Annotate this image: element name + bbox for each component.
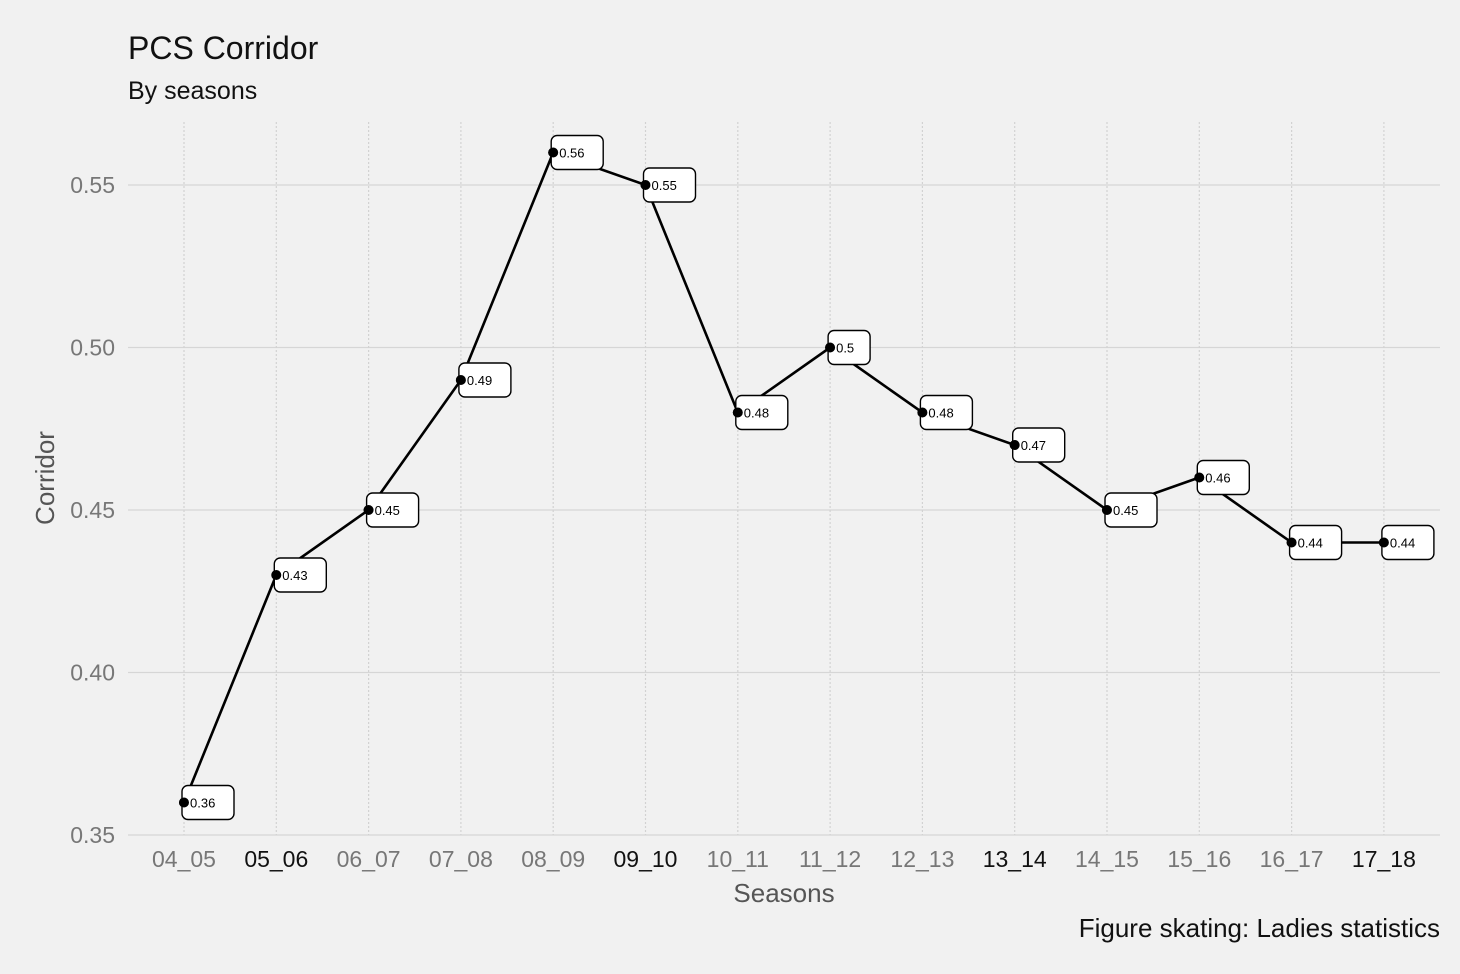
data-label: 0.49 (455, 362, 512, 398)
x-tick-label: 13_14 (983, 846, 1047, 872)
data-label-text: 0.36 (190, 796, 215, 811)
x-tick-label: 16_17 (1260, 846, 1324, 872)
x-tick-label: 11_12 (799, 846, 861, 872)
data-label: 0.44 (1378, 524, 1435, 561)
x-tick-label: 06_07 (337, 846, 401, 872)
y-tick-label: 0.50 (70, 335, 115, 361)
data-point-marker (363, 505, 374, 515)
y-tick-label: 0.35 (70, 822, 115, 848)
data-label-text: 0.49 (467, 373, 492, 388)
data-label: 0.46 (1194, 459, 1251, 496)
data-label-text: 0.47 (1021, 438, 1046, 453)
data-label: 0.48 (732, 394, 789, 431)
data-label: 0.48 (917, 394, 974, 431)
data-point-marker (1286, 537, 1297, 548)
x-tick-label: 08_09 (521, 846, 585, 872)
data-label-text: 0.43 (282, 568, 307, 583)
x-tick-label: 09_10 (614, 846, 678, 872)
data-label-text: 0.45 (375, 503, 400, 518)
x-axis-title: Seasons (733, 878, 834, 908)
data-point-marker (1102, 505, 1112, 515)
data-label: 0.55 (640, 167, 697, 203)
data-point-marker (1009, 440, 1020, 450)
data-label: 0.56 (548, 134, 604, 171)
data-label-text: 0.44 (1390, 536, 1415, 551)
data-label: 0.44 (1286, 524, 1343, 561)
x-tick-label: 04_05 (152, 846, 216, 872)
x-tick-label: 15_16 (1167, 846, 1231, 872)
x-tick-label: 17_18 (1352, 846, 1416, 872)
data-label-text: 0.55 (652, 178, 677, 193)
data-label-text: 0.5 (836, 341, 854, 356)
data-label: 0.5 (825, 329, 871, 366)
x-tick-label: 10_11 (707, 846, 769, 872)
data-point-marker (640, 180, 651, 190)
chart-title: PCS Corridor (128, 30, 319, 66)
data-label: 0.47 (1009, 427, 1066, 463)
data-label: 0.45 (1102, 492, 1158, 528)
data-point-marker (732, 407, 743, 418)
data-label-text: 0.44 (1298, 536, 1323, 551)
data-label-text: 0.46 (1205, 471, 1230, 486)
data-point-marker (179, 797, 189, 808)
data-label: 0.45 (363, 492, 420, 528)
y-axis-title: Corridor (30, 431, 60, 525)
y-tick-label: 0.55 (70, 172, 115, 198)
x-tick-label: 05_06 (244, 846, 308, 872)
x-axis-ticks: 04_05 05_06 06_07 07_08 08_09 09_10 10_11 11_12… (152, 846, 1416, 872)
data-point-marker (917, 407, 928, 418)
chart-caption: Figure skating: Ladies statistics (1079, 913, 1440, 943)
data-point-marker (1378, 537, 1389, 548)
data-point-marker (1194, 472, 1205, 483)
x-tick-label: 14_15 (1075, 846, 1139, 872)
data-labels: 0.36 0.43 0.45 0.49 0.56 0.55 0.48 0.5 0.48 0.47 0… (179, 134, 1435, 821)
y-tick-label: 0.45 (70, 497, 115, 523)
data-label: 0.43 (271, 557, 327, 593)
x-tick-label: 12_13 (890, 846, 954, 872)
data-label-text: 0.48 (744, 406, 769, 421)
y-tick-label: 0.40 (70, 660, 115, 686)
data-point-marker (455, 375, 466, 385)
chart-subtitle: By seasons (128, 77, 257, 105)
series-line (182, 150, 1384, 803)
data-label-text: 0.56 (559, 146, 584, 161)
data-label-text: 0.45 (1113, 503, 1138, 518)
data-point-marker (825, 342, 836, 353)
data-point-marker (271, 570, 282, 580)
y-axis-ticks: 0.35 0.40 0.45 0.50 0.55 (70, 172, 115, 848)
data-label-text: 0.48 (928, 406, 953, 421)
x-tick-label: 07_08 (429, 846, 493, 872)
data-label: 0.36 (179, 784, 235, 821)
data-point-marker (548, 147, 559, 158)
